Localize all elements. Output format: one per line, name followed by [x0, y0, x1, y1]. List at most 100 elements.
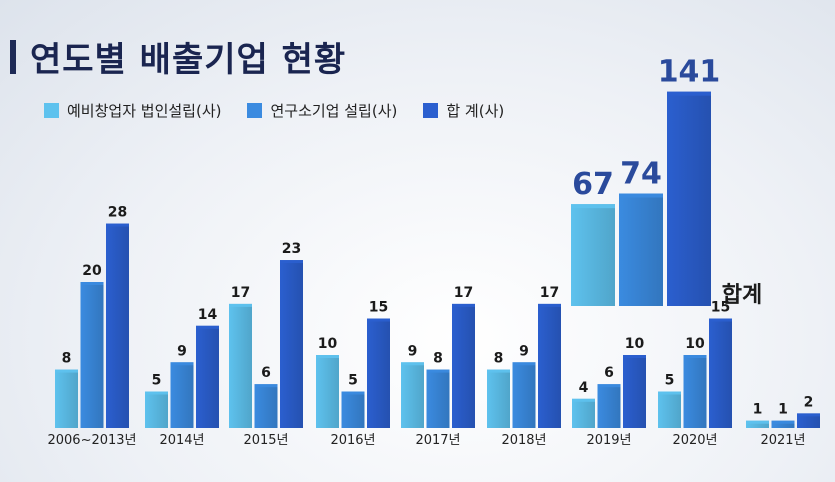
total-bar-cap — [619, 193, 663, 198]
bar — [316, 355, 339, 428]
x-tick-label: 2015년 — [243, 433, 288, 448]
bar — [254, 384, 278, 428]
total-bar — [571, 204, 615, 306]
bar — [746, 420, 769, 428]
total-data-label: 67 — [572, 167, 614, 202]
bar-cap — [487, 369, 510, 373]
x-tick-label: 2018년 — [501, 433, 546, 448]
data-label: 8 — [62, 351, 72, 367]
x-tick-label: 2017년 — [415, 433, 460, 448]
data-label: 20 — [82, 263, 102, 279]
bar-cap — [797, 413, 820, 417]
bar-cap — [426, 369, 450, 373]
bar — [229, 303, 252, 428]
bar — [623, 355, 646, 428]
legend-item-founders: 예비창업자 법인설립(사) — [44, 100, 221, 121]
bar — [170, 362, 194, 428]
data-label: 23 — [282, 241, 301, 257]
data-label: 28 — [108, 205, 127, 221]
data-label: 17 — [454, 285, 473, 301]
data-label: 15 — [369, 300, 388, 316]
bar — [797, 413, 820, 428]
legend-label-total: 합 계(사) — [446, 102, 505, 120]
total-bar-cap — [667, 91, 711, 96]
data-label: 10 — [318, 336, 338, 352]
title-accent-bar — [10, 39, 16, 74]
bar — [401, 362, 424, 428]
bar-cap — [316, 355, 339, 358]
legend-swatch-total — [423, 103, 439, 118]
bar-cap — [512, 362, 536, 366]
bar-cap — [538, 303, 561, 307]
data-label: 17 — [231, 285, 250, 301]
data-label: 8 — [494, 351, 504, 367]
data-label: 10 — [625, 336, 645, 352]
total-bar-cap — [571, 204, 615, 209]
legend-item-research: 연구소기업 설립(사) — [247, 100, 397, 121]
legend-swatch-research — [247, 103, 263, 118]
data-label: 1 — [753, 402, 763, 418]
data-label: 1 — [778, 402, 788, 418]
bar-cap — [196, 325, 219, 329]
x-tick-label: 2014년 — [159, 433, 204, 448]
total-bar — [619, 193, 663, 306]
legend-label-founders: 예비창업자 법인설립(사) — [67, 102, 222, 120]
bar — [572, 398, 595, 428]
data-label: 15 — [711, 300, 730, 316]
total-data-label: 74 — [620, 157, 662, 192]
bar — [709, 318, 732, 428]
data-label: 14 — [198, 307, 218, 323]
legend-item-total: 합 계(사) — [423, 100, 504, 121]
x-tick-label: 2021년 — [760, 433, 805, 448]
bar — [658, 391, 681, 428]
bar — [341, 391, 365, 428]
bar — [683, 355, 707, 428]
data-label: 6 — [261, 365, 271, 381]
bar — [771, 420, 795, 428]
bar-cap — [106, 223, 129, 227]
bar-cap — [623, 355, 646, 358]
bar — [55, 369, 78, 428]
bar-cap — [80, 282, 104, 285]
data-label: 9 — [408, 343, 418, 359]
bar-cap — [341, 391, 365, 395]
data-label: 9 — [177, 343, 187, 359]
data-label: 2 — [804, 394, 814, 410]
bar — [367, 318, 390, 428]
bar-cap — [771, 420, 795, 424]
x-tick-label: 2019년 — [586, 433, 631, 448]
bar-cap — [145, 391, 168, 395]
bar — [80, 282, 104, 428]
legend: 예비창업자 법인설립(사) 연구소기업 설립(사) 합 계(사) — [44, 100, 530, 121]
bar-cap — [683, 355, 707, 358]
data-label: 5 — [152, 373, 162, 389]
chart-title: 연도별 배출기업 현황 — [30, 40, 347, 80]
bar-cap — [254, 384, 278, 388]
bar — [426, 369, 450, 428]
bar-cap — [170, 362, 194, 366]
bar — [512, 362, 536, 428]
bar — [280, 260, 303, 428]
bar-cap — [401, 362, 424, 366]
bar — [538, 303, 561, 428]
data-label: 10 — [685, 336, 705, 352]
legend-label-research: 연구소기업 설립(사) — [270, 102, 398, 120]
bar-cap — [709, 318, 732, 322]
bar-cap — [55, 369, 78, 373]
bar-cap — [280, 260, 303, 264]
data-label: 8 — [433, 351, 443, 367]
bar — [106, 223, 129, 428]
data-label: 5 — [665, 373, 675, 389]
bar-cap — [229, 303, 252, 307]
chart-title-block: 연도별 배출기업 현황 — [10, 32, 346, 81]
data-label: 6 — [604, 365, 614, 381]
x-tick-label: 2020년 — [672, 433, 717, 448]
bar-cap — [597, 384, 621, 388]
bar-cap — [572, 398, 595, 402]
x-tick-label: 2016년 — [330, 433, 375, 448]
data-label: 5 — [348, 373, 358, 389]
total-bar — [667, 91, 711, 307]
bar-cap — [746, 420, 769, 424]
bar — [196, 325, 219, 428]
